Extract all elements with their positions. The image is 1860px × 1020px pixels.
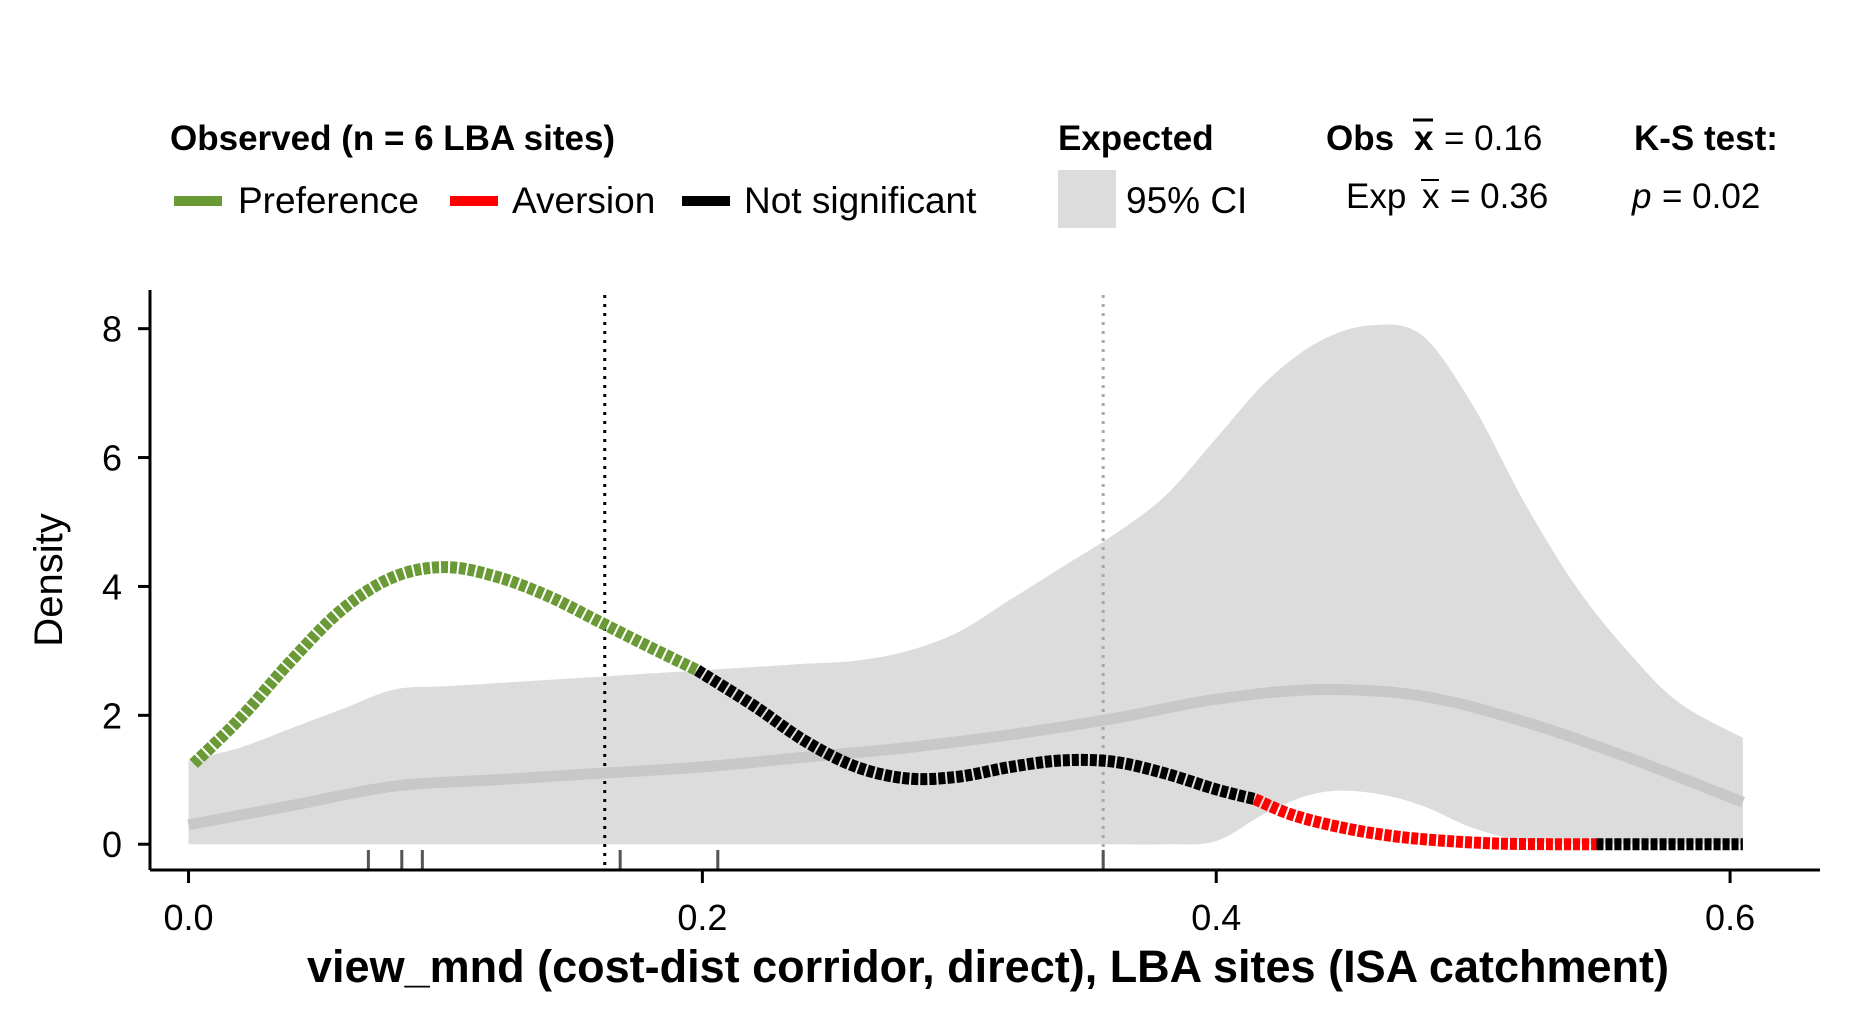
exp-mean-value: = 0.36	[1450, 177, 1548, 216]
legend-observed-title: Observed (n = 6 LBA sites)	[170, 119, 615, 158]
ks-p-symbol: p	[1631, 177, 1651, 216]
legend-label-ci: 95% CI	[1126, 180, 1247, 221]
ks-p-value: = 0.02	[1662, 177, 1760, 216]
legend-expected-title: Expected	[1058, 119, 1214, 158]
series-aversion-3	[1252, 793, 1597, 851]
y-tick-label-8: 8	[102, 309, 122, 350]
x-tick-label-0: 0.0	[164, 897, 214, 938]
exp-mean-label: Exp	[1346, 177, 1406, 216]
exp-mean-symbol: x	[1422, 177, 1440, 216]
ks-title: K-S test:	[1634, 119, 1778, 158]
y-axis-label: Density	[27, 513, 71, 646]
obs-mean-label: Obs	[1326, 119, 1394, 158]
legend-label-not-significant: Not significant	[744, 180, 977, 221]
y-ticks: 0 2 4 6 8	[102, 309, 150, 865]
y-tick-label-0: 0	[102, 824, 122, 865]
obs-mean-symbol: x	[1414, 119, 1434, 158]
x-tick-label-1: 0.2	[677, 897, 727, 938]
ci-band-layer	[188, 324, 1743, 845]
series-preference-1	[189, 561, 700, 768]
y-tick-label-4: 4	[102, 566, 122, 607]
legend-swatch-preference	[174, 196, 222, 206]
x-axis-label: view_mnd (cost-dist corridor, direct), L…	[307, 941, 1669, 992]
rug-layer	[366, 850, 1105, 869]
series-not-significant-2	[694, 665, 1257, 805]
legend-swatch-ci	[1058, 170, 1116, 228]
x-tick-label-3: 0.6	[1705, 897, 1755, 938]
y-tick-label-2: 2	[102, 695, 122, 736]
legend-label-preference: Preference	[238, 180, 419, 221]
ci-band	[188, 324, 1743, 845]
x-tick-label-2: 0.4	[1191, 897, 1241, 938]
legend-swatch-not-significant	[682, 196, 730, 206]
legend-swatch-aversion	[450, 196, 498, 206]
legend-label-aversion: Aversion	[512, 180, 655, 221]
series-layer	[187, 561, 1745, 851]
legend: Observed (n = 6 LBA sites) Preference Av…	[170, 118, 1778, 228]
series-expected-0	[187, 683, 1745, 831]
y-tick-label-6: 6	[102, 438, 122, 479]
x-ticks: 0.0 0.2 0.4 0.6	[164, 870, 1755, 938]
obs-mean-value: = 0.16	[1444, 119, 1542, 158]
